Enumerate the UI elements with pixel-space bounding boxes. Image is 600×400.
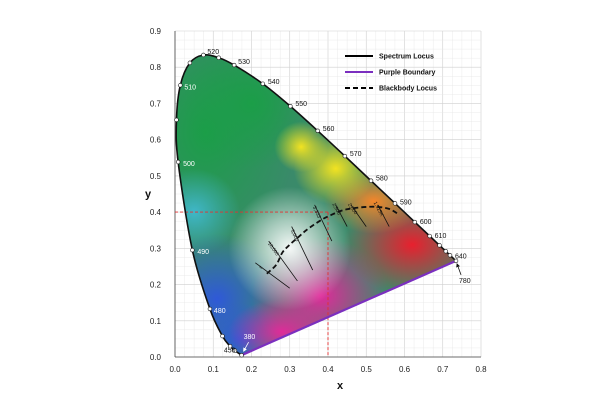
wavelength-marker-505 <box>174 117 179 123</box>
wavelength-label-600: 600 <box>420 219 432 226</box>
blackbody-locus-curve <box>266 205 400 275</box>
legend-label-purple-boundary: Purple Boundary <box>379 70 436 77</box>
x-tick-label: 0.5 <box>361 365 373 374</box>
wavelength-label-520: 520 <box>207 49 219 56</box>
wavelength-label-530: 530 <box>238 59 250 66</box>
wavelength-arrow-380 <box>243 341 249 352</box>
wavelength-label-570: 570 <box>350 151 362 158</box>
wavelength-marker-500 <box>175 159 181 165</box>
isotemperature-line-10-000 <box>268 240 298 282</box>
x-tick-label: 0.2 <box>246 365 258 374</box>
wavelength-label-540: 540 <box>268 79 280 86</box>
y-tick-label: 0.1 <box>150 317 162 326</box>
legend-label-blackbody-locus: Blackbody Locus <box>379 86 437 93</box>
wavelength-marker-530 <box>231 62 237 68</box>
wavelength-marker-515 <box>187 60 193 66</box>
x-tick-label: 0.6 <box>399 365 411 374</box>
purple-boundary-line <box>241 259 457 357</box>
isotemperature-label-: ∞ <box>257 264 264 271</box>
wavelength-marker-540 <box>260 81 266 86</box>
wavelength-marker-600 <box>412 219 418 225</box>
wavelength-marker-570 <box>342 153 348 159</box>
wavelength-marker-480 <box>207 306 213 312</box>
wavelength-marker-630 <box>443 249 448 254</box>
color-blob <box>274 121 328 173</box>
wavelength-marker-470 <box>220 333 225 339</box>
wavelength-marker-780 <box>453 258 459 264</box>
wavelength-marker-620 <box>437 243 442 248</box>
wavelength-label-480: 480 <box>214 308 226 315</box>
x-tick-label: 0.0 <box>169 365 181 374</box>
y-tick-label: 0.4 <box>150 208 162 217</box>
isotemperature-label-2-500: 2,500 <box>330 202 341 216</box>
wavelength-label-510: 510 <box>184 84 196 91</box>
x-tick-label: 0.4 <box>322 365 334 374</box>
wavelength-label-780: 780 <box>459 278 471 285</box>
reference-lines <box>175 211 329 357</box>
wavelength-marker-460 <box>227 344 233 349</box>
wavelength-markers: 380 450 480 490 500 510 520 530 540 550 560 570 580 5… <box>174 49 471 358</box>
y-tick-label: 0.6 <box>150 136 162 145</box>
wavelength-label-590: 590 <box>400 199 412 206</box>
y-axis-title: y <box>145 189 152 201</box>
wavelength-marker-490 <box>190 247 195 253</box>
wavelength-marker-640 <box>447 253 453 258</box>
wavelength-marker-450 <box>232 348 238 353</box>
color-blob <box>176 168 241 256</box>
x-tick-label: 0.3 <box>284 365 296 374</box>
wavelength-label-550: 550 <box>295 101 307 108</box>
wavelength-label-580: 580 <box>376 176 388 183</box>
wavelength-label-610: 610 <box>435 233 447 240</box>
x-tick-label: 0.7 <box>437 365 449 374</box>
wavelength-marker-610 <box>427 233 432 239</box>
y-tick-label: 0.7 <box>150 99 162 108</box>
x-tick-label: 0.8 <box>475 365 487 374</box>
isotemperature-line-3-333 <box>314 204 333 242</box>
isotemperature-line- <box>255 262 290 289</box>
isotemperature-line-1-515k <box>377 204 390 227</box>
wavelength-marker-560 <box>315 128 320 133</box>
isotemperature-line-2-500 <box>335 204 348 227</box>
x-axis-title: x <box>337 380 344 392</box>
legend: Spectrum Locus Purple Boundary Blackbody L… <box>345 54 437 93</box>
wavelength-arrow-780 <box>456 263 462 276</box>
axes: 0.0 0.1 0.2 0.3 0.4 0.5 0.6 0.7 0.8 0.0 0.1 0.2 0.3 0… <box>145 27 487 392</box>
y-tick-label: 0.5 <box>150 172 162 181</box>
y-tick-label: 0.0 <box>150 353 162 362</box>
y-tick-label: 0.3 <box>150 244 162 253</box>
isotemperature-line-5-000 <box>291 226 314 271</box>
wavelength-label-500: 500 <box>183 161 195 168</box>
wavelength-marker-380 <box>239 352 244 358</box>
x-tick-label: 0.1 <box>208 365 220 374</box>
wavelength-label-380: 380 <box>244 334 256 341</box>
wavelength-marker-520 <box>201 52 206 58</box>
isotemperature-label-5-000: 5,000 <box>289 229 300 243</box>
wavelength-label-560: 560 <box>323 126 335 133</box>
wavelength-marker-580 <box>368 178 374 183</box>
y-tick-label: 0.2 <box>150 281 162 290</box>
wavelength-marker-550 <box>288 104 293 109</box>
wavelength-label-640: 640 <box>455 253 467 260</box>
wavelength-marker-510 <box>178 83 183 88</box>
y-tick-label: 0.9 <box>150 27 162 36</box>
legend-label-spectrum-locus: Spectrum Locus <box>379 54 434 61</box>
y-tick-label: 0.8 <box>150 63 162 72</box>
wavelength-label-490: 490 <box>197 249 209 256</box>
wavelength-marker-525 <box>216 55 221 60</box>
isotemperature-label-3-333: 3,333 <box>311 205 322 219</box>
wavelength-label-450: 450 <box>224 348 236 355</box>
wavelength-marker-590 <box>392 201 398 206</box>
